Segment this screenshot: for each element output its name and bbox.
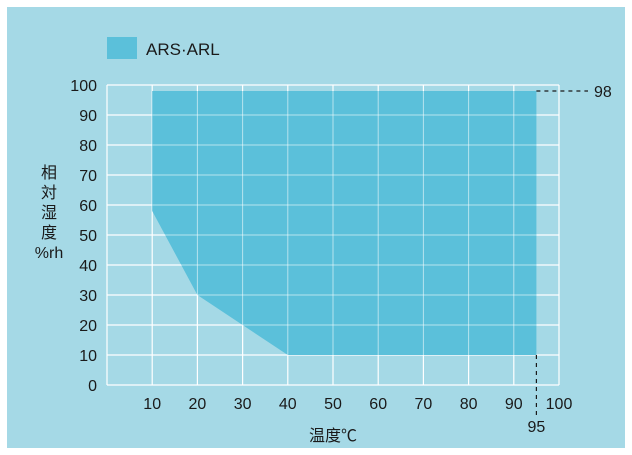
y-tick-label: 20 — [79, 318, 97, 335]
x-tick-label: 70 — [415, 396, 433, 413]
y-tick-label: 30 — [79, 288, 97, 305]
operating-range-area — [152, 91, 537, 355]
x-tick-label: 90 — [505, 396, 523, 413]
plot-area: 0 10 20 30 40 50 60 70 80 90 100 10 20 30 40 50 60 70 80 90… — [70, 78, 612, 436]
x-tick-label: 100 — [546, 396, 573, 413]
y-tick-label: 100 — [70, 78, 97, 95]
legend-swatch — [107, 37, 137, 59]
x-tick-label: 50 — [324, 396, 342, 413]
y-axis-title-char-3: 湿 — [41, 204, 57, 222]
annotation-label-98: 98 — [594, 84, 612, 101]
x-tick-label: 80 — [460, 396, 478, 413]
x-axis-title: 温度℃ — [309, 427, 357, 445]
y-axis-title: 相 対 湿 度 %rh — [35, 164, 63, 262]
y-tick-label: 10 — [79, 348, 97, 365]
y-axis-title-char-2: 対 — [41, 184, 57, 202]
y-tick-label: 50 — [79, 228, 97, 245]
y-tick-label: 40 — [79, 258, 97, 275]
x-tick-label: 30 — [234, 396, 252, 413]
x-tick-label: 20 — [189, 396, 207, 413]
legend-label: ARS·ARL — [146, 40, 220, 59]
y-tick-label: 70 — [79, 168, 97, 185]
y-tick-label: 0 — [88, 378, 97, 395]
y-axis-title-char-4: 度 — [41, 224, 57, 242]
y-tick-label: 90 — [79, 108, 97, 125]
y-axis-title-unit: %rh — [35, 245, 63, 262]
annotation-label-95: 95 — [528, 419, 546, 436]
y-tick-label: 80 — [79, 138, 97, 155]
x-tick-label: 60 — [369, 396, 387, 413]
x-tick-label: 10 — [143, 396, 161, 413]
x-tick-label: 40 — [279, 396, 297, 413]
y-axis-title-char-1: 相 — [41, 164, 57, 182]
y-tick-label: 60 — [79, 198, 97, 215]
